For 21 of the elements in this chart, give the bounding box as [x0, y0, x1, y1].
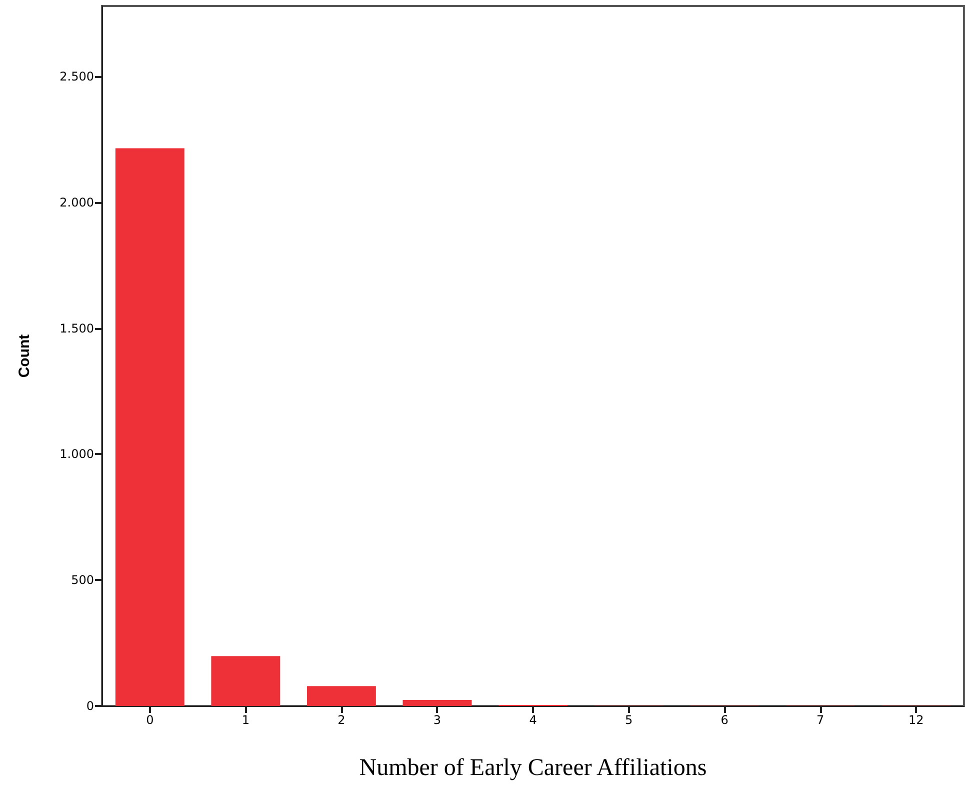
- y-tick-label: 2.500: [60, 70, 94, 84]
- y-tick-label: 1.500: [60, 321, 94, 336]
- y-tick-label: 500: [71, 573, 94, 588]
- bar: [211, 656, 280, 706]
- x-tick-label: 12: [908, 713, 924, 727]
- x-axis-title: Number of Early Career Affiliations: [359, 755, 707, 781]
- x-tick-label: 6: [720, 713, 728, 727]
- x-tick-label: 0: [146, 713, 154, 727]
- bar: [402, 700, 472, 706]
- y-tick-label: 0: [86, 699, 94, 713]
- x-tick-label: 1: [242, 713, 250, 727]
- x-tick-label: 7: [816, 713, 824, 727]
- y-tick-label: 1.000: [60, 447, 94, 462]
- x-tick-label: 5: [624, 713, 633, 727]
- bar: [306, 686, 376, 706]
- x-tick-label: 2: [338, 713, 346, 727]
- y-tick-label: 2.000: [60, 195, 94, 210]
- bar: [115, 148, 184, 706]
- x-tick-label: 4: [529, 713, 537, 727]
- y-axis-title: Count: [16, 334, 33, 378]
- x-tick-label: 3: [433, 713, 442, 727]
